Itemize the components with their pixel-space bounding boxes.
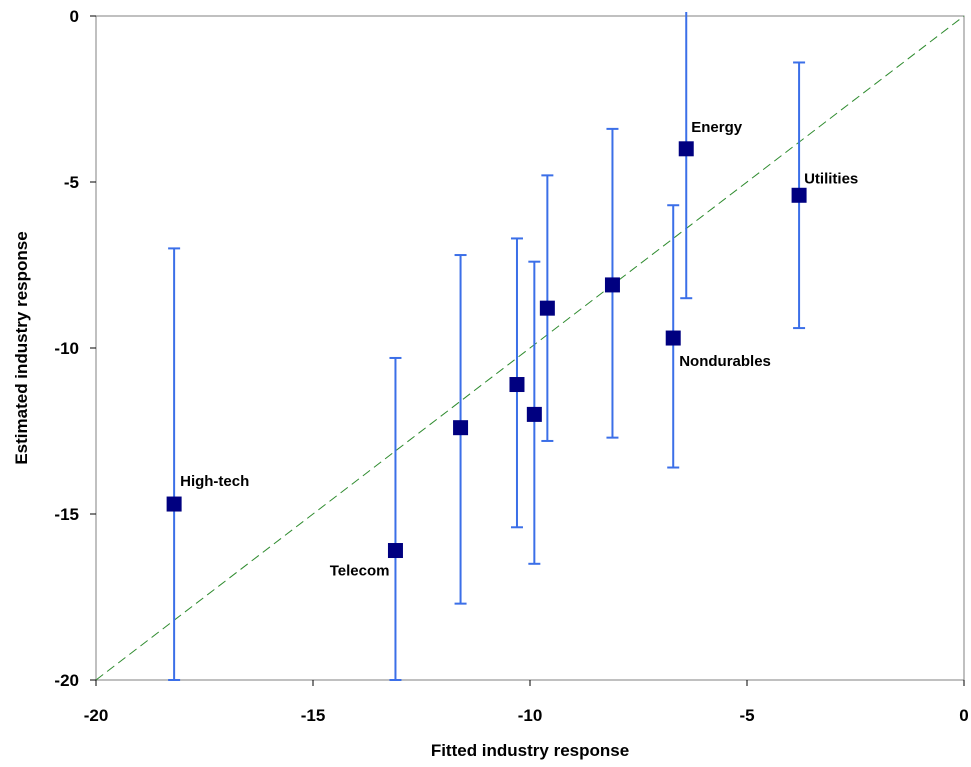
data-point-marker	[453, 420, 469, 436]
x-tick-label: -15	[301, 706, 326, 725]
axis-ticks: -20 -15 -10 -5 0 0 -5 -10 -15 -20	[54, 7, 968, 725]
data-point-marker	[526, 406, 542, 422]
data-point-marker	[539, 300, 555, 316]
reference-diagonal-line	[95, 15, 965, 681]
data-points	[166, 141, 807, 559]
data-point-marker	[166, 496, 182, 512]
data-point-marker	[387, 543, 403, 559]
data-point-marker	[604, 277, 620, 293]
y-tick-label: -15	[54, 505, 79, 524]
y-tick-label: -10	[54, 339, 79, 358]
data-point-marker	[678, 141, 694, 157]
point-label: High-tech	[180, 473, 249, 490]
data-point-marker	[509, 377, 525, 393]
point-labels: High-tech Telecom Nondurables Energy Utiliti…	[180, 119, 858, 580]
point-label: Nondurables	[679, 353, 771, 370]
y-axis-title: Estimated industry response	[12, 231, 31, 464]
point-label: Energy	[691, 119, 743, 136]
x-tick-label: -20	[84, 706, 109, 725]
x-tick-label: -10	[518, 706, 543, 725]
point-label: Telecom	[330, 563, 390, 580]
x-tick-label: 0	[959, 706, 968, 725]
x-axis-title: Fitted industry response	[431, 741, 629, 760]
y-tick-label: -5	[64, 173, 79, 192]
y-tick-label: 0	[70, 7, 79, 26]
data-point-marker	[665, 330, 681, 346]
data-point-marker	[791, 187, 807, 203]
x-tick-label: -5	[739, 706, 754, 725]
point-label: Utilities	[804, 170, 858, 187]
y-tick-label: -20	[54, 671, 79, 690]
